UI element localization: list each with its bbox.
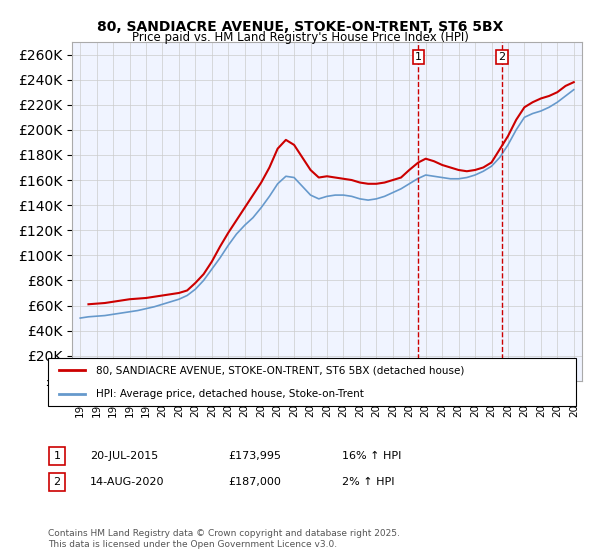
Text: £187,000: £187,000 xyxy=(228,477,281,487)
Text: £173,995: £173,995 xyxy=(228,451,281,461)
Text: 20-JUL-2015: 20-JUL-2015 xyxy=(90,451,158,461)
Text: 1: 1 xyxy=(415,52,422,62)
FancyBboxPatch shape xyxy=(49,447,65,465)
FancyBboxPatch shape xyxy=(49,473,65,491)
Text: Price paid vs. HM Land Registry's House Price Index (HPI): Price paid vs. HM Land Registry's House … xyxy=(131,31,469,44)
Text: 1: 1 xyxy=(53,451,61,461)
Text: 80, SANDIACRE AVENUE, STOKE-ON-TRENT, ST6 5BX (detached house): 80, SANDIACRE AVENUE, STOKE-ON-TRENT, ST… xyxy=(95,365,464,375)
Text: 2% ↑ HPI: 2% ↑ HPI xyxy=(342,477,395,487)
Text: 2: 2 xyxy=(498,52,505,62)
Text: 80, SANDIACRE AVENUE, STOKE-ON-TRENT, ST6 5BX: 80, SANDIACRE AVENUE, STOKE-ON-TRENT, ST… xyxy=(97,20,503,34)
Text: Contains HM Land Registry data © Crown copyright and database right 2025.
This d: Contains HM Land Registry data © Crown c… xyxy=(48,529,400,549)
Text: HPI: Average price, detached house, Stoke-on-Trent: HPI: Average price, detached house, Stok… xyxy=(95,389,364,399)
Text: 14-AUG-2020: 14-AUG-2020 xyxy=(90,477,164,487)
Text: 16% ↑ HPI: 16% ↑ HPI xyxy=(342,451,401,461)
Text: 2: 2 xyxy=(53,477,61,487)
FancyBboxPatch shape xyxy=(48,358,576,406)
